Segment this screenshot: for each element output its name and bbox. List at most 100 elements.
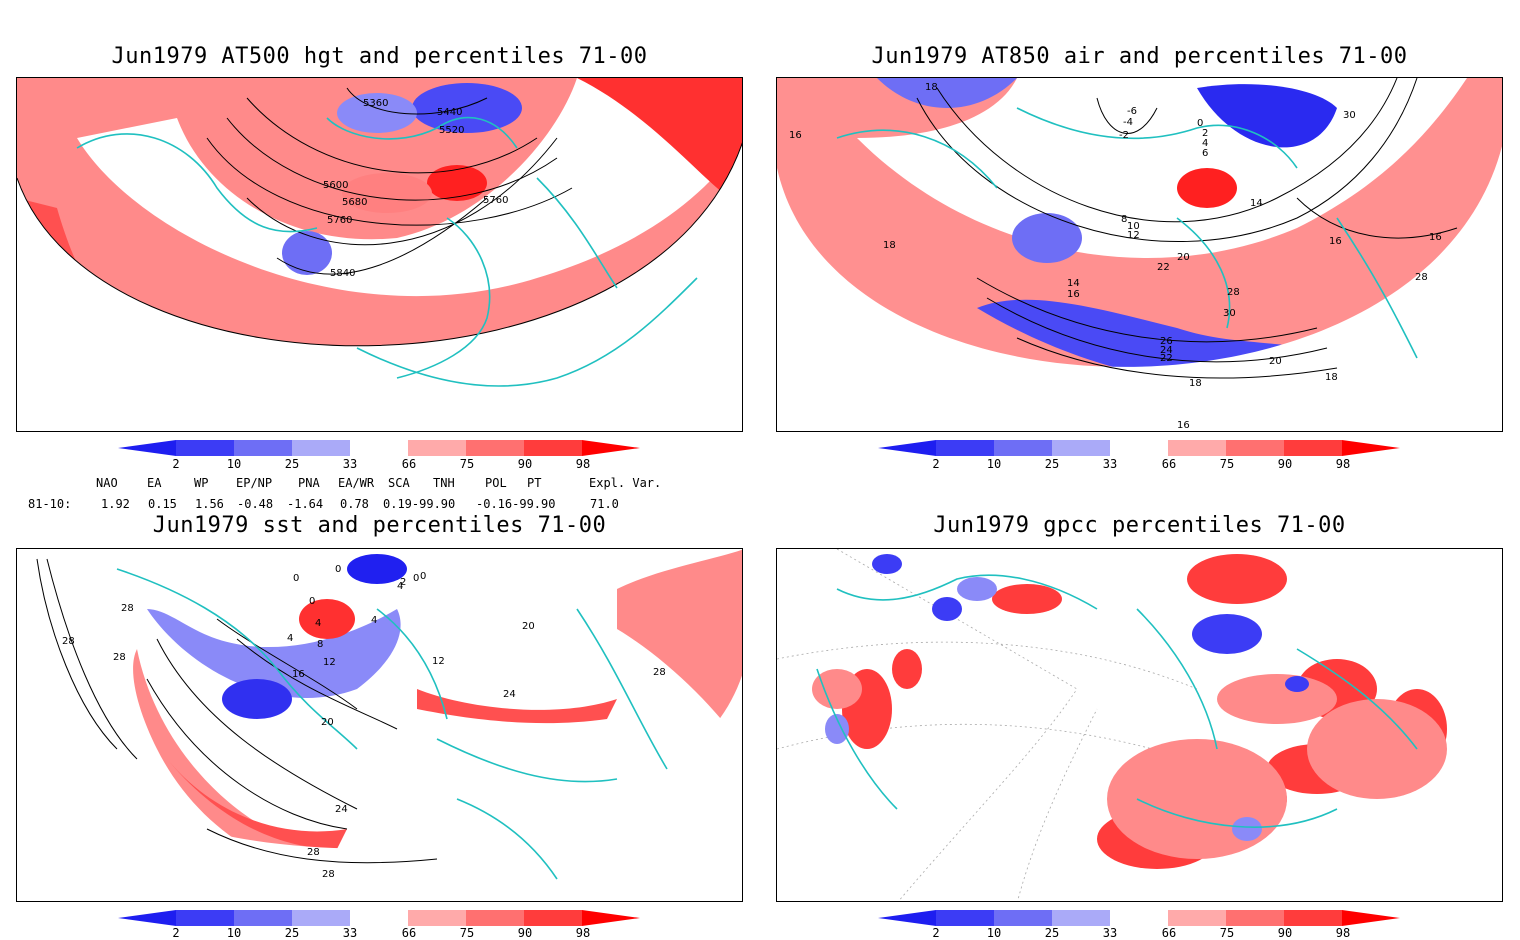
colorbar-segment xyxy=(466,910,524,926)
contour-label: 14 xyxy=(1250,198,1263,209)
colorbar-segment xyxy=(350,440,408,456)
index-value: 71.0 xyxy=(590,497,619,511)
panel-title-air850: Jun1979 AT850 air and percentiles 71-00 xyxy=(871,44,1408,69)
contour-label: 28 xyxy=(322,869,335,880)
contour-label: -4 xyxy=(1123,117,1133,128)
contour-label: 4 xyxy=(287,633,293,644)
index-value: 0.15 xyxy=(148,497,177,511)
contour-label: -2 xyxy=(1119,130,1129,141)
index-value: -0.48 xyxy=(237,497,274,511)
colorbar-tick: 25 xyxy=(284,457,300,471)
colorbar-segment xyxy=(466,440,524,456)
colorbar-segment xyxy=(292,910,350,926)
colorbar-tick: 2 xyxy=(932,926,940,940)
colorbar-bottom-left xyxy=(118,910,640,926)
colorbar-segment xyxy=(936,440,994,456)
contour-label: 30 xyxy=(1343,110,1356,121)
colorbar-tick: 10 xyxy=(226,926,242,940)
colorbar-tick: 98 xyxy=(1335,457,1351,471)
colorbar-tick: 98 xyxy=(575,926,591,940)
colorbar-tick: 2 xyxy=(172,457,180,471)
panel-title-gpcc: Jun1979 gpcc percentiles 71-00 xyxy=(933,513,1346,538)
contour-label: 18 xyxy=(925,82,938,93)
colorbar-tick: 33 xyxy=(342,457,358,471)
contour-label: 30 xyxy=(1223,308,1236,319)
index-value: 1.92 xyxy=(101,497,130,511)
contour-label: 5680 xyxy=(342,197,367,208)
map-hgt500: 5360 5440 5520 5600 5680 5760 5760 5840 xyxy=(16,77,743,432)
colorbar-segment xyxy=(408,440,466,456)
index-value: 0.19-99.90 xyxy=(383,497,456,511)
contour-label: 12 xyxy=(432,656,445,667)
colorbar-tick: 10 xyxy=(226,457,242,471)
contour-label: 4 xyxy=(397,581,403,592)
colorbar-segment xyxy=(1284,440,1342,456)
contour-label: 18 xyxy=(1189,378,1202,389)
colorbar-tick: 10 xyxy=(986,457,1002,471)
index-header: NAO xyxy=(96,476,118,490)
colorbar-segment xyxy=(936,910,994,926)
contour-label: 28 xyxy=(653,667,666,678)
contour-label: 28 xyxy=(307,847,320,858)
index-header: TNH xyxy=(433,476,455,490)
colorbar-segment xyxy=(176,910,234,926)
colorbar-bottom-right xyxy=(878,910,1400,926)
colorbar-tick: 2 xyxy=(172,926,180,940)
map-air850: 18 16 -6 -4 -2 0 2 4 6 30 14 8 10 12 18 … xyxy=(776,77,1503,432)
colorbar-tick: 33 xyxy=(342,926,358,940)
colorbar-tick: 10 xyxy=(986,926,1002,940)
colorbar-tick: 66 xyxy=(401,457,417,471)
contour-label: 5760 xyxy=(483,195,508,206)
colorbar-tick: 33 xyxy=(1102,926,1118,940)
contour-label: 4 xyxy=(1202,138,1208,149)
contour-label: 0 xyxy=(413,573,419,584)
colorbar-tick: 75 xyxy=(459,926,475,940)
index-header: Expl. Var. xyxy=(589,476,662,490)
index-header: POL xyxy=(485,476,507,490)
contour-label: 22 xyxy=(1157,262,1170,273)
map-gpcc xyxy=(776,548,1503,902)
colorbar-left xyxy=(118,440,640,456)
contour-label: 0 xyxy=(335,564,341,575)
contour-label: 2 xyxy=(1202,128,1208,139)
contour-label: 28 xyxy=(62,636,75,647)
contour-label: 20 xyxy=(321,717,334,728)
colorbar-tick: 90 xyxy=(517,926,533,940)
colorbar-segment xyxy=(234,910,292,926)
contour-label: 0 xyxy=(1197,118,1203,129)
colorbar-segment xyxy=(234,440,292,456)
colorbar-segment xyxy=(1168,440,1226,456)
colorbar-segment xyxy=(994,910,1052,926)
contour-label: 5520 xyxy=(439,125,464,136)
index-value: 1.56 xyxy=(195,497,224,511)
colorbar-tick: 25 xyxy=(284,926,300,940)
contour-label: -6 xyxy=(1127,106,1137,117)
colorbar-segment xyxy=(524,440,582,456)
contour-label: 16 xyxy=(1067,289,1080,300)
contour-label: 28 xyxy=(113,652,126,663)
colorbar-tick: 90 xyxy=(1277,457,1293,471)
colorbar-segment xyxy=(582,910,640,926)
colorbar-segment xyxy=(292,440,350,456)
colorbar-tick: 66 xyxy=(401,926,417,940)
map-air850-plot: 18 16 -6 -4 -2 0 2 4 6 30 14 8 10 12 18 … xyxy=(777,78,1502,431)
contour-label: 4 xyxy=(371,615,377,626)
contour-label: 24 xyxy=(335,804,348,815)
colorbar-segment xyxy=(582,440,640,456)
contour-label: 10 xyxy=(1127,221,1140,232)
contour-label: 0 xyxy=(309,596,315,607)
colorbar-segment xyxy=(118,440,176,456)
colorbar-segment xyxy=(1052,440,1110,456)
contour-label: 28 xyxy=(1227,287,1240,298)
contour-label: 16 xyxy=(292,669,305,680)
colorbar-tick: 75 xyxy=(459,457,475,471)
contour-label: 24 xyxy=(503,689,516,700)
index-row-label: 81-10: xyxy=(28,497,72,511)
colorbar-tick: 66 xyxy=(1161,457,1177,471)
colorbar-segment xyxy=(1342,910,1400,926)
contour-label: 0 xyxy=(420,571,426,582)
index-value: -1.64 xyxy=(287,497,324,511)
contour-label: 5840 xyxy=(330,268,355,279)
panel-title-sst: Jun1979 sst and percentiles 71-00 xyxy=(152,513,607,538)
contour-label: 18 xyxy=(1325,372,1338,383)
